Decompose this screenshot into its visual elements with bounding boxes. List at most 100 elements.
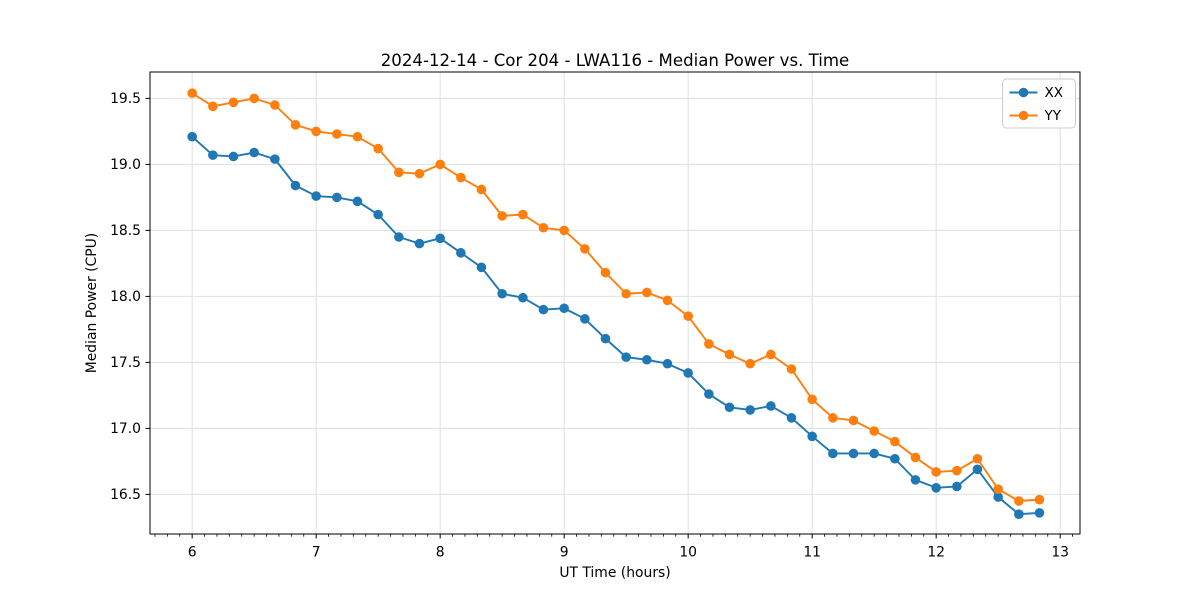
data-point-marker xyxy=(311,191,321,201)
data-point-marker xyxy=(580,314,590,324)
data-point-marker xyxy=(228,151,239,162)
data-point-marker xyxy=(848,415,859,426)
data-point-marker xyxy=(456,248,466,258)
data-point-marker xyxy=(476,184,487,195)
data-point-marker xyxy=(704,389,714,399)
y-tick-label: 18.0 xyxy=(110,289,141,305)
data-point-marker xyxy=(993,484,1003,494)
data-point-marker xyxy=(311,126,321,137)
y-tick-label: 16.5 xyxy=(110,487,141,503)
legend-box xyxy=(1002,78,1076,129)
y-tick-label: 19.5 xyxy=(110,91,141,107)
data-point-marker xyxy=(414,168,425,179)
data-point-marker xyxy=(662,295,673,306)
data-point-marker xyxy=(187,88,197,98)
data-point-marker xyxy=(435,159,445,170)
data-point-marker xyxy=(724,349,735,360)
legend-label: YY xyxy=(1044,108,1062,124)
chart-title: 2024-12-14 - Cor 204 - LWA116 - Median P… xyxy=(381,51,850,70)
data-point-marker xyxy=(352,131,363,142)
x-axis-label: UT Time (hours) xyxy=(559,565,670,581)
data-point-marker xyxy=(249,93,259,104)
series-yy xyxy=(187,88,1045,506)
data-point-marker xyxy=(828,448,838,459)
data-point-marker xyxy=(910,475,921,485)
data-point-marker xyxy=(290,120,301,130)
data-point-marker xyxy=(559,225,569,236)
data-point-marker xyxy=(745,405,755,415)
data-point-marker xyxy=(352,196,363,207)
data-point-marker xyxy=(745,358,755,369)
data-point-marker xyxy=(724,402,735,413)
x-tick-label: 6 xyxy=(188,545,197,561)
y-gridlines xyxy=(150,97,1080,495)
y-tick-label: 17.0 xyxy=(110,421,141,437)
data-point-marker xyxy=(910,452,921,463)
data-point-marker xyxy=(290,180,301,191)
data-point-marker xyxy=(270,154,280,164)
data-point-marker xyxy=(228,97,239,108)
data-point-marker xyxy=(435,233,445,244)
x-tick-label: 8 xyxy=(436,545,445,561)
data-point-marker xyxy=(993,492,1003,502)
x-gridlines xyxy=(191,72,1061,534)
legend-label: XX xyxy=(1045,85,1064,101)
data-point-marker xyxy=(828,413,838,423)
legend: XX YY xyxy=(1002,78,1076,129)
data-point-marker xyxy=(332,192,342,203)
data-point-marker xyxy=(1014,509,1024,519)
data-point-marker xyxy=(600,333,611,344)
data-point-marker xyxy=(456,172,466,183)
data-point-marker xyxy=(208,101,218,112)
data-point-marker xyxy=(600,267,611,278)
data-point-marker xyxy=(952,465,962,476)
data-point-marker xyxy=(766,349,776,360)
data-point-marker xyxy=(642,354,652,365)
y-axis-label: Median Power (CPU) xyxy=(84,233,100,373)
y-tick-label: 19.0 xyxy=(110,157,141,173)
data-point-marker xyxy=(807,431,817,442)
x-major-ticks xyxy=(191,534,1061,539)
data-point-marker xyxy=(621,352,631,362)
data-point-marker xyxy=(621,288,631,299)
data-point-marker xyxy=(538,304,549,315)
data-point-marker xyxy=(559,303,569,314)
data-point-marker xyxy=(683,368,693,378)
x-tick-label: 13 xyxy=(1051,545,1069,561)
y-major-ticks xyxy=(145,97,150,495)
data-point-marker xyxy=(373,143,383,154)
x-tick-label: 12 xyxy=(927,545,945,561)
data-point-marker xyxy=(538,222,549,233)
x-tick-labels: 6 7 8 9 10 11 12 13 xyxy=(188,545,1069,561)
data-point-marker xyxy=(497,211,507,221)
data-point-marker xyxy=(931,483,941,493)
data-point-marker xyxy=(1034,494,1045,505)
data-point-marker xyxy=(249,147,259,158)
data-point-marker xyxy=(476,262,487,273)
data-point-marker xyxy=(807,394,817,405)
data-point-marker xyxy=(497,288,507,299)
data-point-marker xyxy=(869,448,879,459)
data-point-marker xyxy=(683,311,693,322)
data-point-marker xyxy=(662,358,673,369)
series-xx xyxy=(187,131,1045,519)
data-point-marker xyxy=(518,292,528,303)
x-tick-label: 10 xyxy=(679,545,697,561)
data-point-marker xyxy=(786,413,797,423)
data-point-marker xyxy=(766,401,776,411)
data-point-marker xyxy=(414,238,425,249)
data-point-marker xyxy=(642,287,652,298)
data-point-marker xyxy=(394,167,404,178)
plot-area: 6 7 8 9 10 11 12 13 16.5 17.0 17.5 18.0 18.5 19.0 19.5… xyxy=(110,71,1081,561)
data-point-marker xyxy=(1014,496,1024,506)
data-point-marker xyxy=(394,232,404,242)
x-tick-label: 11 xyxy=(803,545,821,561)
data-point-marker xyxy=(890,453,900,464)
data-point-marker xyxy=(580,244,590,254)
data-point-marker xyxy=(187,131,197,142)
data-point-marker xyxy=(952,481,962,492)
y-tick-label: 18.5 xyxy=(110,223,141,239)
data-point-marker xyxy=(208,150,218,160)
